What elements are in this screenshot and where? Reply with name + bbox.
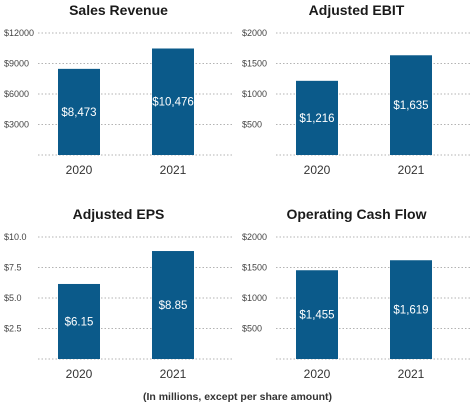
- y-tick-label: $1500: [242, 263, 267, 273]
- y-tick-label: $3000: [4, 120, 29, 130]
- bar-value-label: $1,216: [299, 113, 334, 125]
- chart-plot: $2.5 $5.0 $7.5 $10.0 $6.15 2020 $8.85 2021: [4, 232, 232, 381]
- y-tick-label: $7.5: [4, 263, 22, 273]
- y-tick-label: $1000: [242, 89, 267, 99]
- bar-value-label: $10,476: [152, 97, 194, 109]
- x-tick-label: 2020: [304, 163, 331, 177]
- x-tick-label: 2021: [398, 367, 425, 381]
- y-tick-label: $1000: [242, 293, 267, 303]
- y-tick-label: $9000: [4, 59, 29, 69]
- chart-plot: $500 $1000 $1500 $2000 $1,216 2020 $1,635 2021: [242, 28, 470, 177]
- bar-2020: [296, 270, 338, 359]
- x-tick-label: 2020: [66, 367, 93, 381]
- y-tick-label: $500: [242, 120, 262, 130]
- chart-panel-adjusted-eps: Adjusted EPS $2.5 $5.0 $7.5 $10.0 $6.15 2020 $…: [0, 204, 237, 404]
- y-tick-label: $12000: [4, 28, 34, 38]
- chart-title: Sales Revenue: [69, 2, 168, 18]
- bar-value-label: $8.85: [159, 300, 188, 312]
- chart-plot: $3000 $6000 $9000 $12000 $8,473 2020 $10,476 20…: [4, 28, 232, 177]
- bar-2020: [296, 80, 338, 155]
- bar-value-label: $1,455: [299, 310, 334, 322]
- bar-2021: [390, 260, 432, 359]
- y-tick-label: $2000: [242, 232, 267, 242]
- x-tick-label: 2020: [66, 163, 93, 177]
- y-tick-label: $2.5: [4, 324, 22, 334]
- chart-panel-adjusted-ebit: Adjusted EBIT $500 $1000 $1500 $2000 $1,216 2…: [238, 0, 475, 200]
- footnote: (In millions, except per share amount): [142, 391, 333, 403]
- chart-title: Operating Cash Flow: [286, 206, 427, 222]
- y-tick-label: $1500: [242, 59, 267, 69]
- bar-value-label: $6.15: [65, 316, 94, 328]
- chart-plot: $500 $1000 $1500 $2000 $1,455 2020 $1,619 2021: [242, 232, 470, 381]
- bar-2020: [58, 283, 100, 359]
- bar-value-label: $8,473: [61, 107, 96, 119]
- y-tick-label: $6000: [4, 89, 29, 99]
- bar-value-label: $1,619: [393, 305, 428, 317]
- chart-title: Adjusted EBIT: [308, 2, 405, 18]
- y-tick-label: $10.0: [4, 232, 27, 242]
- y-tick-label: $500: [242, 324, 262, 334]
- x-tick-label: 2020: [304, 367, 331, 381]
- bar-2020: [58, 68, 100, 155]
- bar-2021: [152, 251, 194, 359]
- x-tick-label: 2021: [160, 163, 187, 177]
- y-tick-label: $2000: [242, 28, 267, 38]
- chart-panel-sales-revenue: Sales Revenue $3000 $6000 $9000 $12000 $8,47…: [0, 0, 237, 200]
- bar-value-label: $1,635: [393, 100, 428, 112]
- x-tick-label: 2021: [160, 367, 187, 381]
- chart-title: Adjusted EPS: [72, 206, 165, 222]
- bar-2021: [390, 55, 432, 155]
- bar-2021: [152, 48, 194, 155]
- chart-panel-operating-cash-flow: Operating Cash Flow $500 $1000 $1500 $2000 $…: [238, 204, 475, 404]
- x-tick-label: 2021: [398, 163, 425, 177]
- y-tick-label: $5.0: [4, 293, 22, 303]
